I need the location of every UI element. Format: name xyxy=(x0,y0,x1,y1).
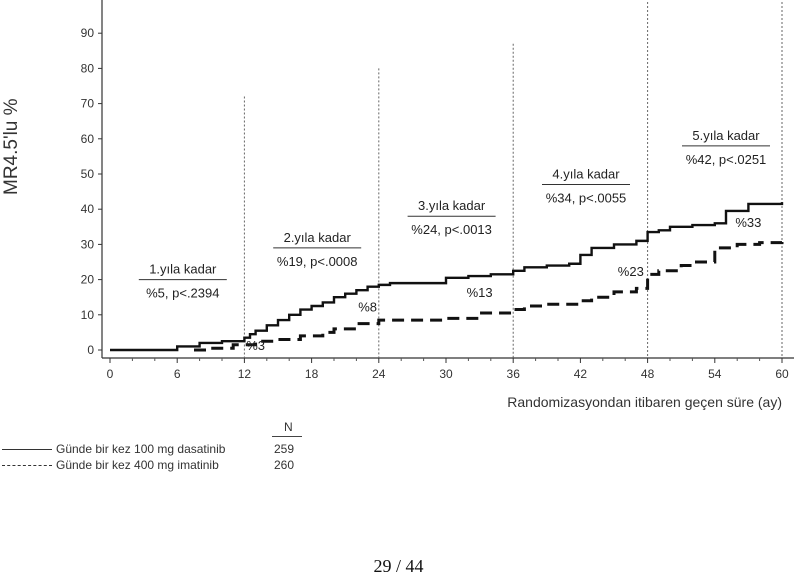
annotation-stat: %5, p<.2394 xyxy=(146,286,219,301)
legend-item-imatinib: Günde bir kez 400 mg imatinib 260 xyxy=(0,458,320,474)
legend-n-value: 260 xyxy=(274,458,295,472)
y-tick-label: 80 xyxy=(81,61,95,75)
solid-line-swatch xyxy=(2,449,52,450)
legend: N Günde bir kez 100 mg dasatinib 259 Gün… xyxy=(0,420,320,476)
year-annotations: 1.yıla kadar %5, p<.2394 2.yıla kadar %19, … xyxy=(138,128,770,301)
point-label: %23 xyxy=(618,264,644,279)
point-label: %13 xyxy=(467,285,493,300)
point-label: %8 xyxy=(358,299,377,314)
annotation-title: 5.yıla kadar xyxy=(692,128,760,143)
legend-n-value: 259 xyxy=(274,442,295,456)
data-series xyxy=(110,202,784,352)
x-tick-label: 18 xyxy=(305,367,319,381)
annotation-title: 2.yıla kadar xyxy=(284,230,352,245)
annotation-title: 1.yıla kadar xyxy=(149,262,217,277)
dashed-line-swatch xyxy=(2,465,52,466)
legend-label: Günde bir kez 400 mg imatinib xyxy=(56,458,219,472)
y-axis-label-wrap: MR4.5'lu % xyxy=(1,98,22,196)
y-tick-label: 50 xyxy=(81,167,95,181)
x-tick-label: 48 xyxy=(641,367,655,381)
annotation-title: 4.yıla kadar xyxy=(552,167,620,182)
x-tick-label: 54 xyxy=(708,367,722,381)
chart-axes xyxy=(98,0,794,363)
x-tick-label: 0 xyxy=(107,367,114,381)
x-tick-label: 6 xyxy=(174,367,181,381)
annotation-stat: %34, p<.0055 xyxy=(546,191,627,206)
dasatinib-series-line xyxy=(110,202,784,352)
x-axis-label: Randomizasyondan itibaren geçen süre (ay… xyxy=(507,394,782,410)
x-tick-label: 24 xyxy=(372,367,386,381)
y-tick-label: 60 xyxy=(81,132,95,146)
year-divider-lines xyxy=(243,0,783,358)
annotation-stat: %19, p<.0008 xyxy=(277,254,358,269)
annotation-stat: %24, p<.0013 xyxy=(411,222,492,237)
annotation-title: 3.yıla kadar xyxy=(418,198,486,213)
x-tick-label: 60 xyxy=(775,367,789,381)
x-tick-label: 30 xyxy=(439,367,453,381)
y-tick-label: 70 xyxy=(81,97,95,111)
page-number: 29 / 44 xyxy=(373,556,424,576)
imatinib-series-line xyxy=(194,240,784,352)
y-tick-label: 40 xyxy=(81,202,95,216)
tick-labels: 0 10 20 30 40 50 60 70 80 90 0 6 12 18 24 30 36 42 48 54 60 xyxy=(81,26,789,381)
y-tick-label: 0 xyxy=(87,343,94,357)
point-labels: %3 %8 %13 %23 %33 xyxy=(246,215,761,353)
legend-label: Günde bir kez 100 mg dasatinib xyxy=(56,442,226,456)
y-tick-label: 20 xyxy=(81,273,95,287)
legend-n-underline xyxy=(272,436,302,437)
x-tick-label: 12 xyxy=(238,367,252,381)
y-axis-label: MR4.5'lu % xyxy=(1,98,22,195)
point-label: %33 xyxy=(735,215,761,230)
annotation-stat: %42, p<.0251 xyxy=(686,152,767,167)
y-tick-label: 90 xyxy=(81,26,95,40)
x-tick-label: 42 xyxy=(574,367,588,381)
y-tick-label: 30 xyxy=(81,237,95,251)
legend-n-header: N xyxy=(284,420,293,434)
x-tick-label: 36 xyxy=(507,367,521,381)
point-label: %3 xyxy=(246,338,265,353)
legend-item-dasatinib: Günde bir kez 100 mg dasatinib 259 xyxy=(0,442,320,458)
kaplan-meier-chart: 1.yıla kadar %5, p<.2394 2.yıla kadar %19, … xyxy=(81,0,794,410)
y-tick-label: 10 xyxy=(81,308,95,322)
